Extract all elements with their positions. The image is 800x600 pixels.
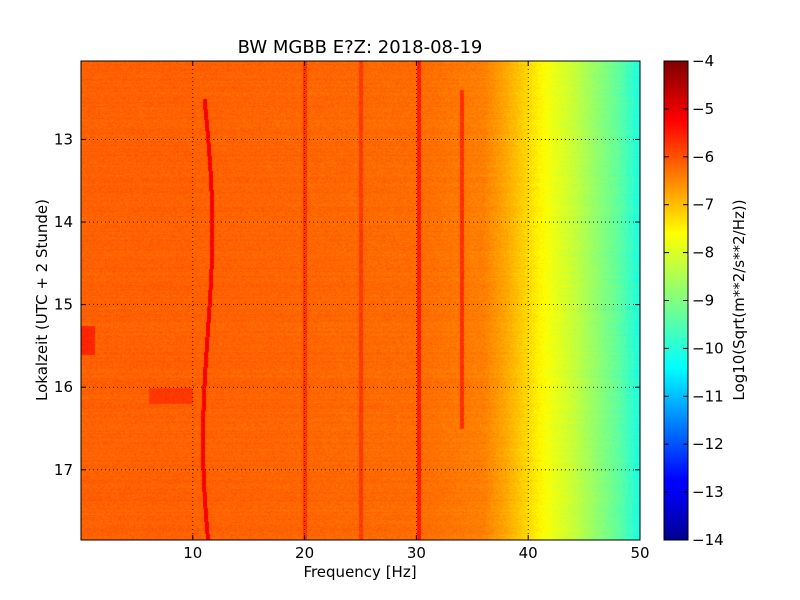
x-tick-label: 30	[407, 544, 426, 562]
y-tick-label: 17	[54, 461, 73, 479]
colorbar-tick-label: −11	[692, 387, 724, 405]
x-tick-label: 10	[183, 544, 202, 562]
y-axis-ticks: 13 14 15 16 17	[54, 130, 640, 479]
colorbar-tick-label: −13	[692, 483, 724, 501]
colorbar-ticks: −4 −5 −6 −7 −8 −9 −10 −11 −12 −13 −14	[664, 52, 724, 549]
colorbar-tick-label: −7	[692, 196, 714, 214]
chart-title: BW MGBB E?Z: 2018-08-19	[238, 37, 483, 58]
x-axis-label: Frequency [Hz]	[303, 563, 416, 581]
colorbar-tick-label: −8	[692, 244, 714, 262]
heatmap-image	[81, 61, 640, 540]
colorbar-tick-label: −14	[692, 531, 724, 549]
y-tick-label: 16	[54, 378, 73, 396]
colorbar-label: Log10(Sqrt(m**2/s**2/Hz))	[730, 199, 748, 400]
colorbar-tick-label: −5	[692, 100, 714, 118]
y-axis-label: Lokalzeit (UTC + 2 Stunde)	[33, 199, 51, 401]
x-tick-label: 40	[519, 544, 538, 562]
x-axis-ticks: 10 20 30 40 50	[183, 61, 650, 562]
colorbar: −4 −5 −6 −7 −8 −9 −10 −11 −12 −13 −14 Log10(Sqrt(m…	[663, 52, 748, 549]
x-tick-label: 20	[295, 544, 314, 562]
y-tick-label: 15	[54, 296, 73, 314]
colorbar-tick-label: −12	[692, 435, 724, 453]
plot-frame	[80, 60, 641, 541]
y-tick-label: 13	[54, 130, 73, 148]
colorbar-tick-label: −4	[692, 52, 714, 70]
x-tick-label: 50	[630, 544, 649, 562]
y-tick-label: 14	[54, 213, 73, 231]
colorbar-tick-label: −6	[692, 148, 714, 166]
plot-area: 10 20 30 40 50 13 14 15 16 17	[54, 60, 650, 562]
colorbar-tick-label: −9	[692, 292, 714, 310]
colorbar-tick-label: −10	[692, 339, 724, 357]
